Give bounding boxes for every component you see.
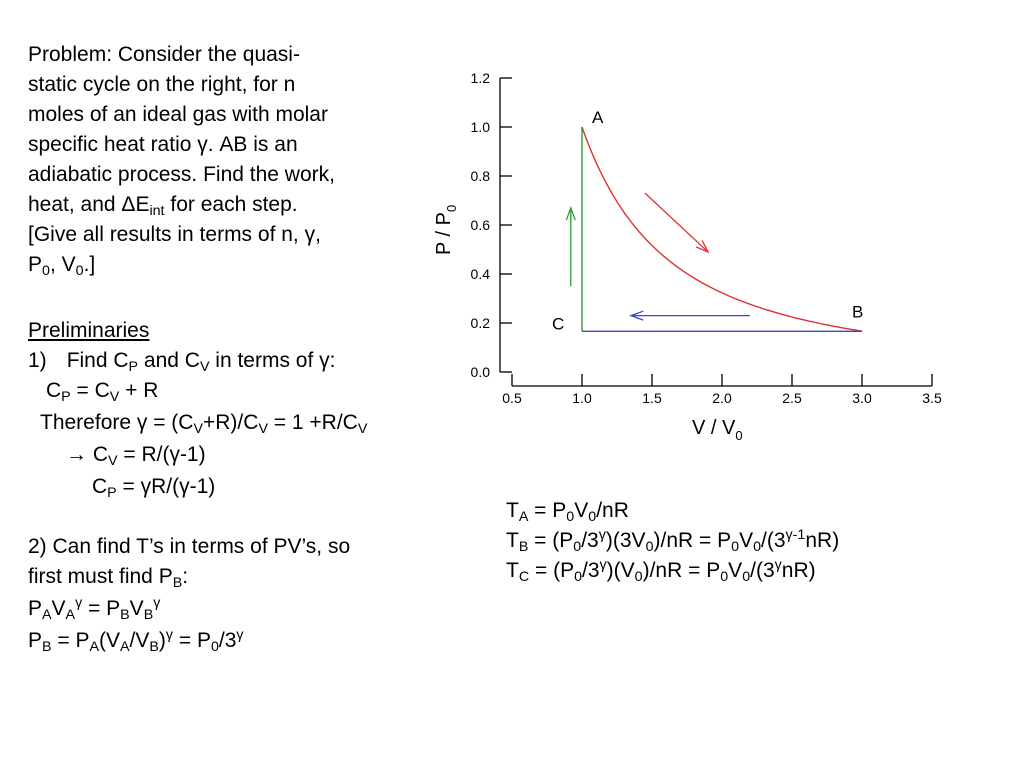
x-tick-label: 0.5: [502, 390, 522, 406]
x-axis-label-sub: 0: [735, 428, 742, 443]
arrow-head: [565, 205, 576, 221]
x-tick-label: 3.0: [852, 390, 872, 406]
problem-line-3: moles of an ideal gas with molar: [28, 103, 328, 126]
y-tick-label: 0.2: [471, 315, 491, 331]
chart-axes: 0.5 1.0 1.5 2.0 2.5 3.0 3.5 0.0 0.2 0.4 0.6 0.8 1.0 1…: [471, 70, 942, 406]
equation-adiabatic: PAVAγ = PBVBγ: [28, 595, 161, 623]
x-tick-label: 2.5: [782, 390, 802, 406]
equation-cv: → CV = R/(γ-1): [66, 443, 206, 469]
y-tick-label: 0.4: [471, 266, 491, 282]
x-axis-label: V / V0: [692, 417, 743, 443]
y-axis-label-sub: 0: [444, 205, 459, 212]
arrow-shaft: [644, 192, 709, 253]
y-axis-label: P / P0: [433, 205, 459, 255]
arrow-head: [695, 240, 710, 254]
chart-direction-arrows: [565, 192, 750, 321]
direction-arrow-3: [565, 205, 576, 287]
equation-pb: PB = PA(VA/VB)γ = P0/3γ: [28, 627, 244, 655]
equation-tb: TB = (P0/3γ)(3V0)/nR = P0V0/(3γ-1nR): [506, 527, 840, 555]
problem-line-2: static cycle on the right, for n: [28, 73, 296, 96]
x-tick-label: 1.0: [572, 390, 592, 406]
problem-line-5: adiabatic process. Find the work,: [28, 163, 335, 186]
x-tick-label: 1.5: [642, 390, 662, 406]
y-tick-label: 0.8: [471, 168, 491, 184]
y-tick-label: 0.6: [471, 217, 491, 233]
x-tick-label: 2.0: [712, 390, 732, 406]
problem-line-1: Problem: Consider the quasi-: [28, 43, 300, 66]
arrow-head: [629, 310, 644, 321]
equation-tc: TC = (P0/3γ)(V0)/nR = P0V0/(3γnR): [506, 557, 816, 585]
y-tick-label: 0.0: [471, 364, 491, 380]
problem-line-4: specific heat ratio γ. AB is an: [28, 133, 298, 156]
series-adiabat-ab: [581, 126, 863, 332]
step-2-line-2: first must find PB:: [28, 565, 189, 591]
direction-arrow-2: [629, 310, 750, 321]
equation-cp: CP = CV + R: [46, 379, 159, 405]
problem-line-6: heat, and ΔEint for each step.: [28, 193, 298, 219]
equation-cp-gamma: CP = γR/(γ-1): [92, 475, 216, 501]
problem-line-7: [Give all results in terms of n, γ,: [28, 223, 321, 246]
y-tick-label: 1.0: [471, 119, 491, 135]
equation-gamma: Therefore γ = (CV+R)/CV = 1 +R/CV: [40, 411, 368, 437]
preliminaries-heading: Preliminaries: [28, 319, 150, 342]
y-tick-label: 1.2: [471, 70, 491, 86]
x-tick-label: 3.5: [922, 390, 942, 406]
chart-series: [581, 126, 863, 332]
chart-labels: V / V0 P / P0 A B C: [433, 108, 863, 443]
direction-arrow-1: [644, 192, 710, 254]
step-1: 1) Find CP and CV in terms of γ:: [28, 349, 336, 375]
equation-ta: TA = P0V0/nR: [506, 499, 629, 525]
point-label-b: B: [852, 302, 863, 321]
problem-line-8: P0, V0.]: [28, 253, 96, 279]
point-label-c: C: [552, 314, 564, 333]
point-label-a: A: [592, 108, 604, 127]
step-2-line-1: 2) Can find T’s in terms of PV’s, so: [28, 535, 351, 558]
